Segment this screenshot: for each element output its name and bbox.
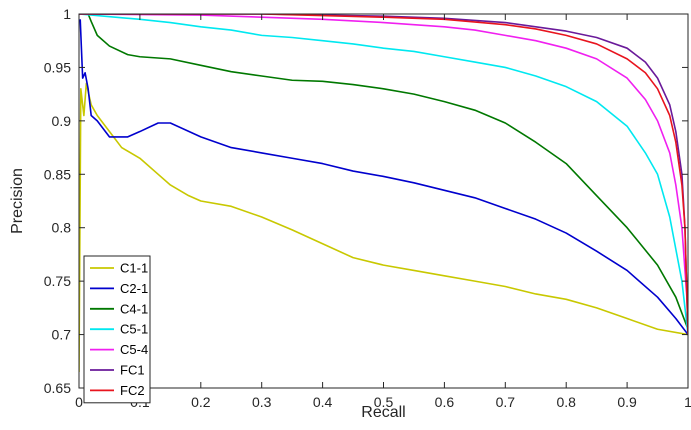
legend: C1-1 C2-1 C4-1 C5-1 C5-4 FC1 FC2 — [83, 255, 151, 404]
x-tick-label: 0.8 — [556, 394, 576, 410]
x-axis-label: Recall — [361, 404, 405, 421]
y-axis-label: Precision — [9, 168, 26, 234]
legend-entry-fc1: FC1 — [120, 363, 145, 378]
series-line-fc2 — [79, 14, 688, 335]
series-line-c5-1 — [79, 14, 688, 335]
x-tick-label: 1 — [684, 394, 691, 410]
x-tick-label: 0 — [75, 394, 83, 410]
y-tick-label: 0.85 — [44, 166, 71, 182]
y-tick-label: 0.65 — [44, 380, 71, 396]
plot-area — [79, 14, 688, 372]
x-tick-label: 0.6 — [435, 394, 455, 410]
x-tick-label: 0.9 — [617, 394, 637, 410]
y-tick-label: 0.8 — [52, 220, 72, 236]
y-tick-label: 1 — [63, 6, 71, 22]
legend-entry-c5-1: C5-1 — [120, 322, 148, 337]
legend-entry-c1-1: C1-1 — [120, 261, 148, 276]
legend-entry-c5-4: C5-4 — [120, 342, 148, 357]
x-tick-label: 0.7 — [496, 394, 516, 410]
series-line-c5-4 — [79, 14, 688, 314]
legend-entry-c4-1: C4-1 — [120, 301, 148, 316]
y-tick-label: 0.7 — [52, 327, 72, 343]
y-tick-label: 0.9 — [52, 113, 72, 129]
legend-entry-c2-1: C2-1 — [120, 281, 148, 296]
axes: 00.10.20.30.40.50.60.70.80.910.650.70.75… — [44, 6, 691, 410]
y-tick-label: 0.95 — [44, 59, 71, 75]
x-tick-label: 0.5 — [374, 394, 394, 410]
series-line-c4-1 — [87, 14, 688, 330]
x-tick-label: 0.4 — [313, 394, 333, 410]
y-tick-label: 0.75 — [44, 273, 71, 289]
x-tick-label: 0.2 — [191, 394, 211, 410]
series-line-c1-1 — [79, 82, 688, 372]
legend-entry-fc2: FC2 — [120, 383, 145, 398]
series-line-fc1 — [79, 14, 688, 335]
series-line-c2-1 — [79, 19, 688, 336]
x-tick-label: 0.3 — [252, 394, 272, 410]
